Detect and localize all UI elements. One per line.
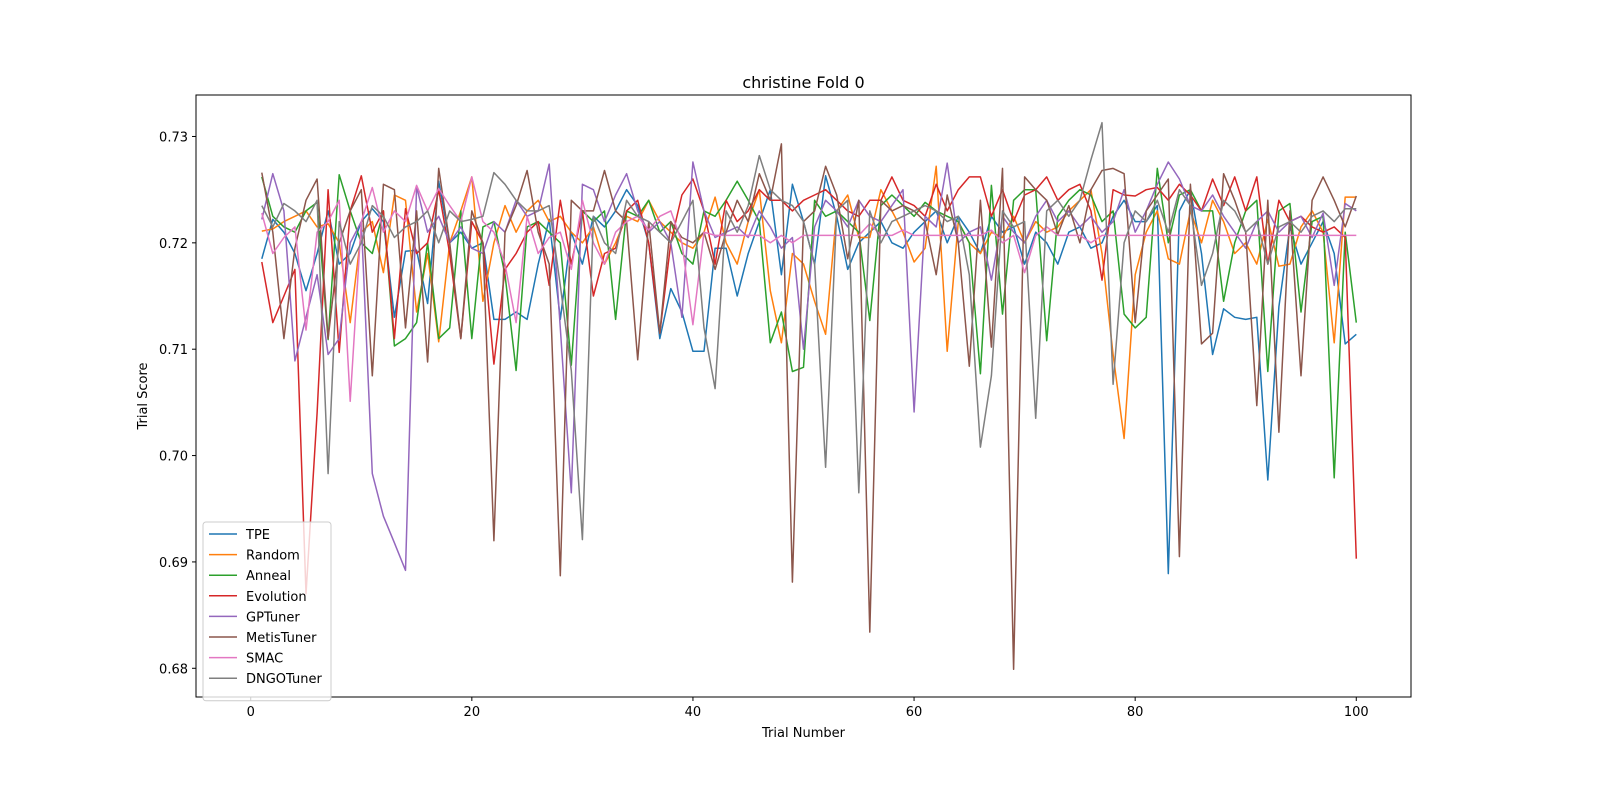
x-tick-label: 0 (247, 705, 255, 720)
y-tick-label: 0.68 (159, 662, 188, 677)
series-line-metistuner (261, 143, 1358, 671)
x-tick-label: 100 (1344, 705, 1369, 720)
y-tick-label: 0.70 (159, 450, 188, 465)
legend-label: SMAC (246, 652, 283, 667)
y-tick-label: 0.71 (159, 343, 188, 358)
series-line-evolution (261, 175, 1358, 595)
legend-label: DNGOTuner (246, 672, 322, 687)
legend-label: MetisTuner (246, 631, 317, 646)
y-axis-label: Trial Score (136, 362, 151, 430)
x-tick-label: 40 (685, 705, 702, 720)
legend-label: GPTuner (246, 610, 300, 625)
legend-label: Random (246, 549, 300, 564)
x-axis-label: Trial Number (761, 726, 846, 741)
y-tick-label: 0.72 (159, 237, 188, 252)
x-tick-label: 20 (464, 705, 481, 720)
legend-label: Anneal (246, 569, 291, 584)
series-line-dngotuner (261, 121, 1357, 541)
legend-box (202, 521, 332, 702)
legend-label: Evolution (246, 590, 307, 605)
y-tick-label: 0.69 (159, 556, 188, 571)
plot-frame (195, 94, 1412, 698)
y-axis: 0.68 0.69 0.70 0.71 0.72 0.73 (159, 130, 196, 677)
series-line-gptuner (261, 161, 1357, 572)
legend-label: TPE (245, 528, 270, 543)
x-tick-label: 60 (906, 705, 923, 720)
y-tick-label: 0.73 (159, 130, 188, 145)
legend: TPE Random Anneal Evolution GPTuner MetisTune… (202, 521, 332, 702)
x-tick-label: 80 (1127, 705, 1144, 720)
series-layer (261, 121, 1358, 671)
chart-title: christine Fold 0 (742, 73, 864, 92)
series-line-smac (261, 176, 1357, 403)
